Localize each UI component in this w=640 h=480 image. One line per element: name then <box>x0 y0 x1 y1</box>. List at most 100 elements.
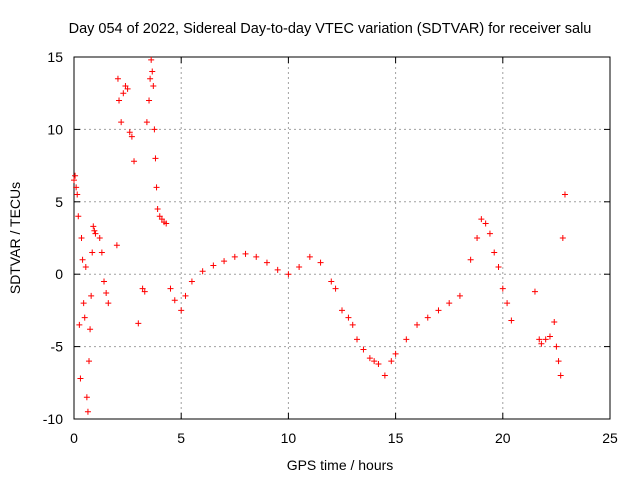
data-point <box>371 358 378 365</box>
data-point <box>446 300 453 307</box>
data-point <box>424 314 431 321</box>
data-point <box>555 358 562 365</box>
data-point <box>508 317 515 324</box>
x-tick-label: 15 <box>388 430 404 446</box>
data-point <box>538 340 545 347</box>
data-point <box>551 318 558 325</box>
data-point <box>82 263 89 270</box>
data-point <box>80 300 87 307</box>
data-point <box>381 372 388 379</box>
data-point <box>86 358 93 365</box>
data-point <box>88 292 95 299</box>
x-tick-label: 5 <box>177 430 185 446</box>
data-point <box>147 75 154 82</box>
data-point <box>188 278 195 285</box>
data-point <box>456 292 463 299</box>
data-point <box>339 307 345 314</box>
data-point <box>154 206 161 213</box>
data-point <box>274 266 281 273</box>
y-tick-label: 5 <box>55 194 63 210</box>
data-point <box>491 249 498 256</box>
data-point <box>328 278 335 285</box>
data-point <box>182 292 189 299</box>
data-point <box>559 235 566 241</box>
data-point <box>128 133 135 140</box>
data-point <box>296 263 303 270</box>
data-point <box>83 394 90 401</box>
data-point <box>167 285 174 292</box>
data-point <box>90 223 97 230</box>
data-point <box>120 90 127 97</box>
x-tick-labels: 0 5 10 15 20 25 <box>70 430 618 446</box>
data-point <box>388 358 395 365</box>
data-point <box>306 253 313 260</box>
y-tick-label: 0 <box>55 266 63 282</box>
data-point <box>285 271 292 278</box>
data-point <box>87 326 94 333</box>
data-point <box>366 355 373 362</box>
data-point <box>149 68 156 75</box>
data-point <box>499 285 506 292</box>
data-point <box>332 285 339 292</box>
data-point <box>148 56 155 63</box>
data-point <box>153 184 160 191</box>
data-point <box>77 375 84 382</box>
data-point <box>96 235 103 241</box>
data-point <box>242 250 249 257</box>
y-tick-label: -5 <box>51 339 64 355</box>
data-point <box>76 321 83 328</box>
x-tick-label: 25 <box>602 430 618 446</box>
data-point <box>74 191 81 198</box>
data-point <box>414 321 421 328</box>
data-point <box>536 336 543 343</box>
x-tick-label: 20 <box>495 430 511 446</box>
data-point <box>150 82 157 89</box>
data-point <box>75 213 82 220</box>
data-point <box>92 230 99 237</box>
data-point <box>474 235 481 241</box>
data-point <box>91 227 98 234</box>
data-point <box>345 314 352 321</box>
data-point <box>113 242 120 249</box>
y-axis-label: SDTVAR / TECUs <box>7 182 23 294</box>
data-point <box>81 314 88 321</box>
data-point <box>78 235 85 241</box>
data-points <box>71 56 568 415</box>
x-axis-label: GPS time / hours <box>287 457 394 473</box>
data-point <box>231 253 238 260</box>
data-point <box>349 321 356 328</box>
y-tick-label: 15 <box>47 49 63 65</box>
data-point <box>114 75 121 82</box>
data-point <box>101 278 108 285</box>
data-point <box>98 249 105 256</box>
data-point <box>141 288 148 295</box>
data-point <box>546 333 553 340</box>
data-point <box>116 97 123 104</box>
data-point <box>317 259 324 266</box>
x-tick-label: 10 <box>281 430 297 446</box>
data-point <box>135 320 142 327</box>
data-point <box>118 119 125 126</box>
data-point <box>553 343 560 350</box>
data-point <box>375 360 382 367</box>
data-point <box>178 307 185 314</box>
data-point <box>152 155 159 162</box>
data-point <box>561 191 568 198</box>
data-point <box>89 249 96 256</box>
y-tick-label: 10 <box>47 121 63 137</box>
data-point <box>84 408 91 415</box>
data-point <box>72 172 79 179</box>
plot-frame <box>73 56 611 420</box>
data-point <box>199 268 206 275</box>
data-point <box>221 258 228 265</box>
data-point <box>478 216 485 223</box>
data-point <box>435 307 442 314</box>
data-point <box>253 253 260 260</box>
data-point <box>79 256 86 263</box>
chart-title: Day 054 of 2022, Sidereal Day-to-day VTE… <box>69 21 592 37</box>
data-point <box>105 300 112 307</box>
data-point <box>482 220 489 227</box>
y-tick-label: -10 <box>43 411 63 427</box>
data-point <box>504 300 511 307</box>
